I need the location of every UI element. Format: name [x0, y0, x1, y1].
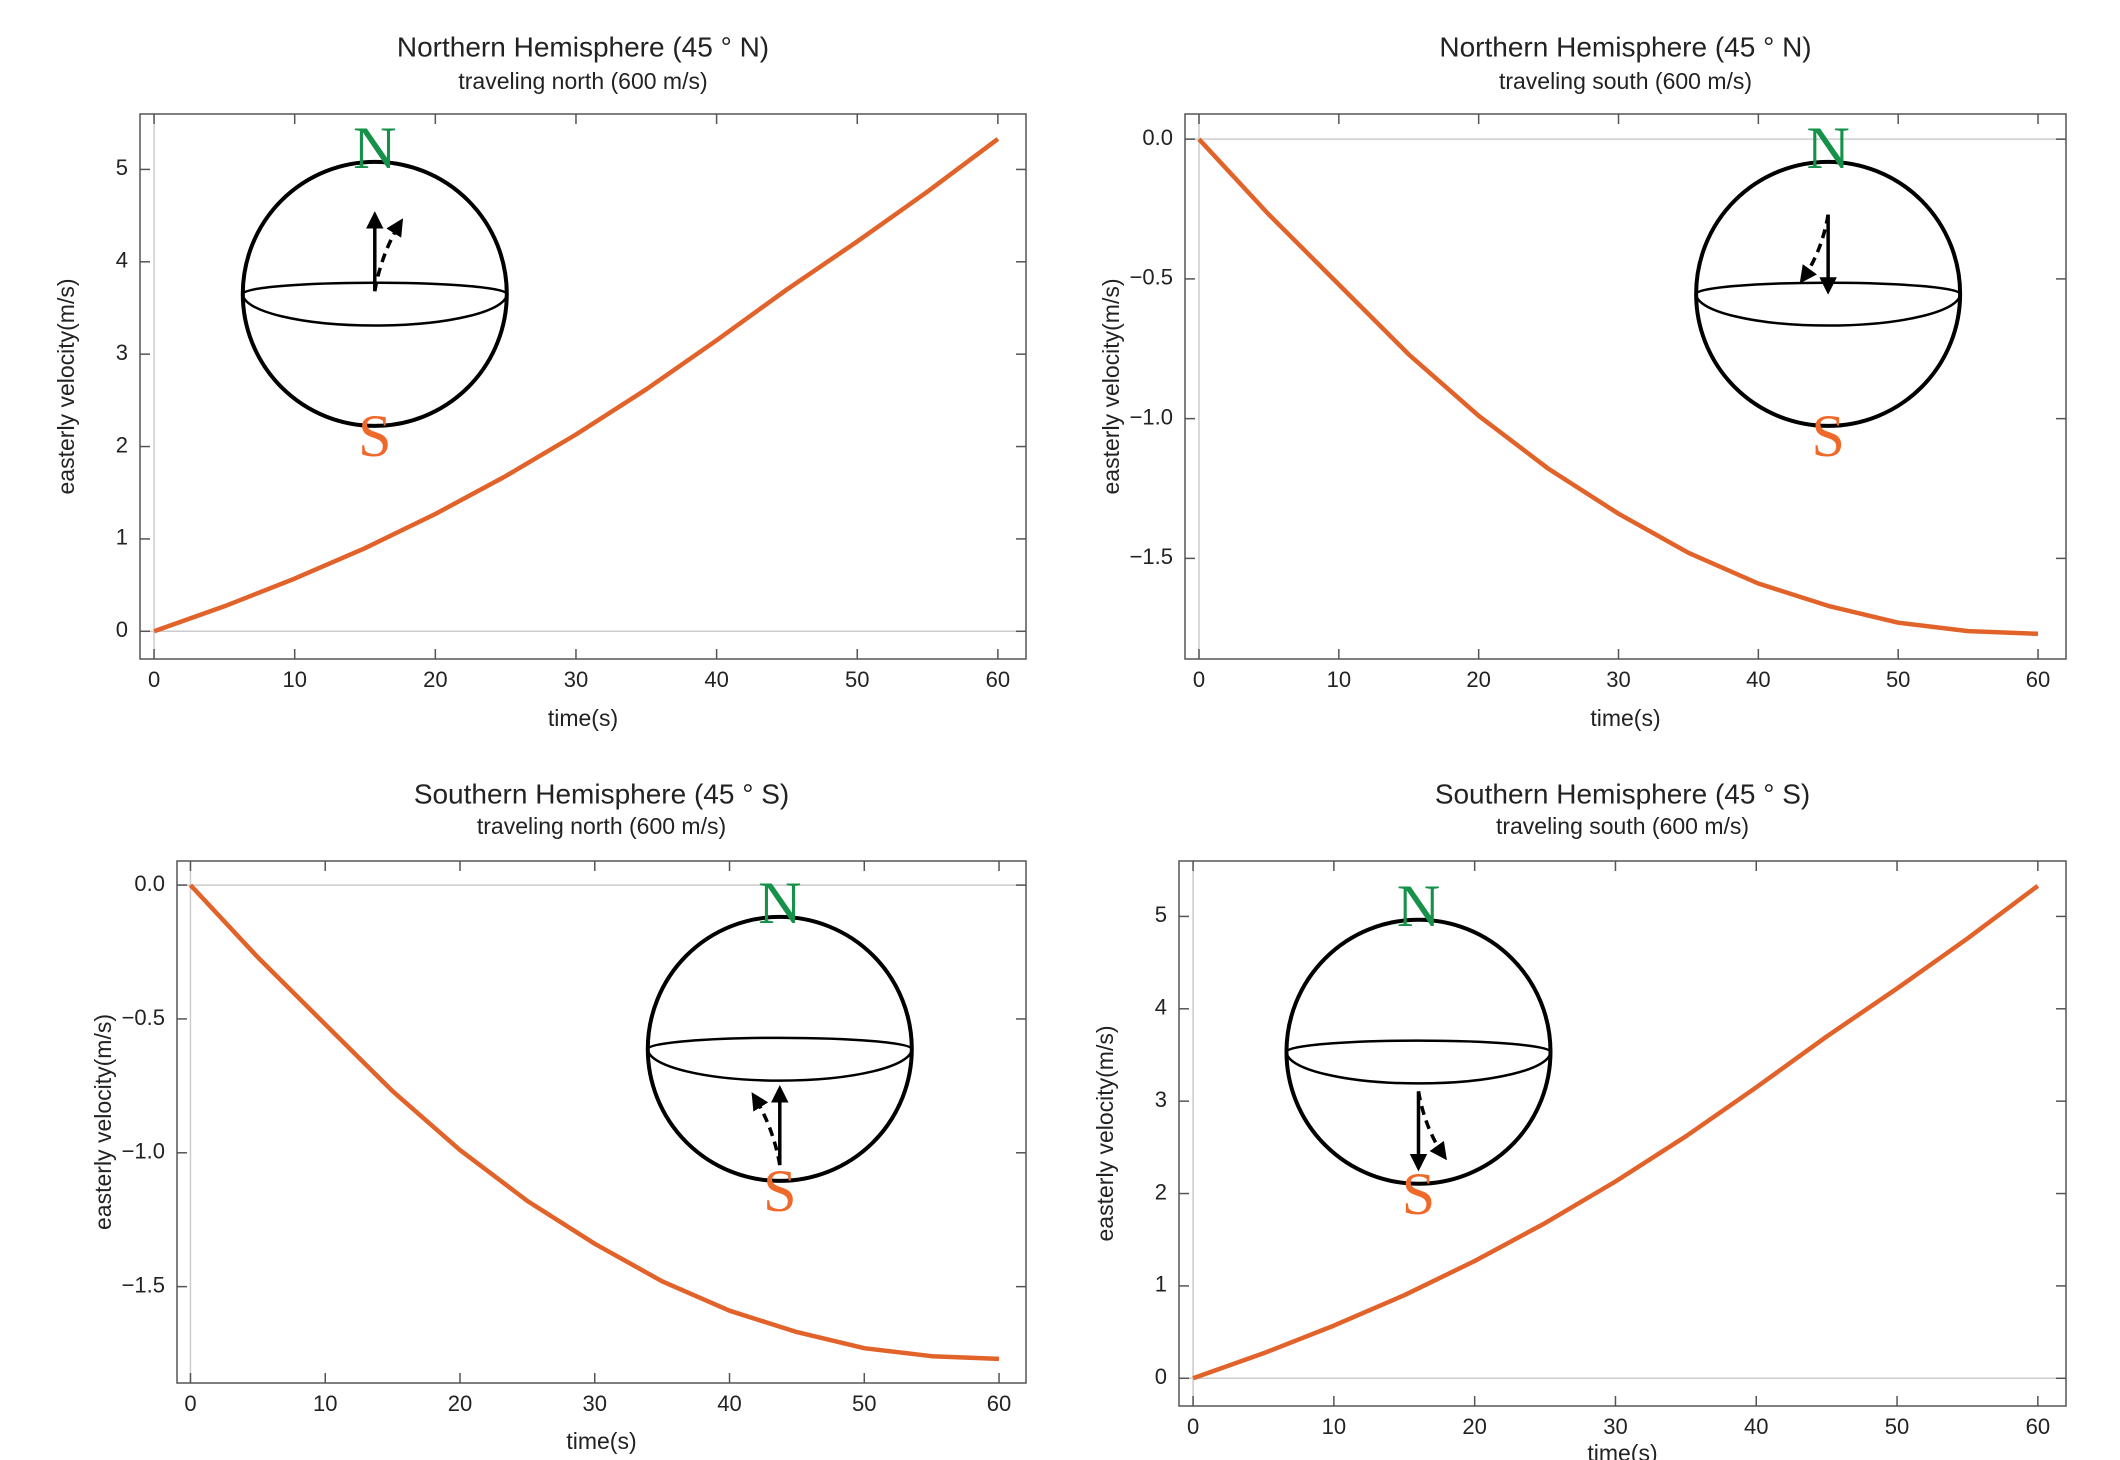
x-tick-label: 0: [184, 1391, 196, 1416]
south-label: S: [1402, 1161, 1435, 1227]
chart-title: Southern Hemisphere (45 ° S): [1435, 778, 1810, 809]
x-tick-label: 30: [1606, 667, 1630, 692]
y-axis-label: easterly velocity(m/s): [90, 1014, 116, 1230]
plot-frame: [176, 860, 1027, 1384]
y-tick-label: −1.5: [122, 1272, 165, 1297]
y-axis-label: easterly velocity(m/s): [53, 279, 79, 495]
x-tick-label: 60: [986, 667, 1010, 692]
south-label: S: [1811, 403, 1844, 469]
y-tick-label: 5: [116, 155, 128, 180]
y-tick-label: −1.0: [1130, 404, 1173, 429]
x-tick-label: 20: [1466, 667, 1490, 692]
chart-title: Northern Hemisphere (45 ° N): [1439, 31, 1811, 62]
chart-subtitle: traveling north (600 m/s): [458, 68, 707, 94]
data-line: [153, 137, 1000, 634]
x-tick-label: 20: [423, 667, 447, 692]
x-tick-label: 30: [583, 1391, 607, 1416]
south-label: S: [358, 403, 391, 469]
y-tick-label: 0: [1155, 1364, 1167, 1389]
equator: [1285, 1039, 1552, 1085]
y-tick-label: 2: [1155, 1179, 1167, 1204]
x-tick-label: 60: [2026, 667, 2050, 692]
arrow-dashed: [1799, 214, 1830, 284]
plot-frame: [1184, 113, 2067, 660]
x-tick-label: 50: [845, 667, 869, 692]
x-tick-label: 50: [852, 1391, 876, 1416]
y-tick-label: 4: [1155, 995, 1167, 1020]
y-tick-label: 1: [116, 525, 128, 550]
x-tick-label: 10: [313, 1391, 337, 1416]
x-tick-label: 0: [1193, 667, 1205, 692]
globe: [1694, 159, 1963, 428]
north-label: N: [353, 115, 396, 181]
x-tick-label: 40: [717, 1391, 741, 1416]
chart-title: Southern Hemisphere (45 ° S): [414, 778, 789, 809]
x-tick-label: 50: [1885, 1414, 1909, 1439]
x-axis-label: time(s): [1587, 1440, 1657, 1460]
y-tick-label: −1.0: [122, 1139, 165, 1164]
x-axis-label: time(s): [1590, 705, 1660, 731]
x-tick-label: 60: [2026, 1414, 2050, 1439]
x-tick-label: 50: [1886, 667, 1910, 692]
y-tick-label: 0.0: [1142, 125, 1173, 150]
y-tick-label: −0.5: [1130, 265, 1173, 290]
chart-subtitle: traveling north (600 m/s): [477, 813, 726, 839]
arrow-dashed: [373, 218, 404, 292]
y-tick-label: 0: [116, 617, 128, 642]
y-axis-label: easterly velocity(m/s): [1098, 279, 1124, 495]
chart-title: Northern Hemisphere (45 ° N): [397, 31, 769, 62]
x-tick-label: 10: [1327, 667, 1351, 692]
north-label: N: [758, 870, 801, 936]
x-tick-label: 0: [148, 667, 160, 692]
y-tick-label: 3: [1155, 1087, 1167, 1112]
x-tick-label: 40: [1746, 667, 1770, 692]
arrow-dashed: [751, 1092, 782, 1166]
y-axis-label: easterly velocity(m/s): [1092, 1026, 1118, 1242]
x-tick-label: 60: [987, 1391, 1011, 1416]
data-line: [1192, 884, 2040, 1381]
south-label: S: [763, 1158, 796, 1224]
x-tick-label: 20: [1462, 1414, 1486, 1439]
plot-frame: [139, 113, 1027, 660]
y-tick-label: 2: [116, 432, 128, 457]
x-tick-label: 40: [1744, 1414, 1768, 1439]
x-tick-label: 0: [1187, 1414, 1199, 1439]
y-tick-label: 5: [1155, 902, 1167, 927]
north-label: N: [1397, 873, 1440, 939]
x-tick-label: 10: [282, 667, 306, 692]
plot-frame: [1178, 860, 2067, 1407]
north-label: N: [1806, 115, 1849, 181]
y-tick-label: −1.5: [1130, 544, 1173, 569]
chart-subtitle: traveling south (600 m/s): [1499, 68, 1752, 94]
x-tick-label: 10: [1322, 1414, 1346, 1439]
equator: [646, 1036, 914, 1082]
y-tick-label: 0.0: [134, 871, 165, 896]
x-tick-label: 20: [448, 1391, 472, 1416]
y-tick-label: 4: [116, 248, 128, 273]
arrow-dashed: [1416, 1091, 1447, 1161]
y-tick-label: 1: [1155, 1272, 1167, 1297]
x-axis-label: time(s): [566, 1428, 636, 1454]
x-axis-label: time(s): [548, 705, 618, 731]
chart-subtitle: traveling south (600 m/s): [1496, 813, 1749, 839]
data-line: [188, 883, 1000, 1362]
x-tick-label: 40: [704, 667, 728, 692]
globe: [240, 159, 509, 428]
y-tick-label: −0.5: [122, 1005, 165, 1030]
x-tick-label: 30: [564, 667, 588, 692]
data-line: [1197, 137, 2039, 637]
x-tick-label: 30: [1603, 1414, 1627, 1439]
y-tick-label: 3: [116, 340, 128, 365]
